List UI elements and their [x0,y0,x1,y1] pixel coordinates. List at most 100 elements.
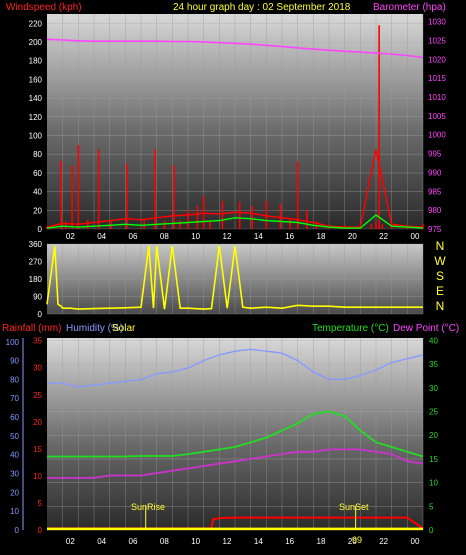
tick-label: 80 [33,150,42,159]
tick-label: 140 [29,94,43,103]
windspeed-axis-title: Windspeed (kph) [6,2,82,13]
x-tick-label: 10 [191,537,200,546]
direction-tick-labels: 0 90 180 270 360 [29,240,43,319]
wind-x-tick-labels: 02 04 06 08 10 12 14 16 18 20 22 00 [66,232,420,241]
direction-panel-grid [47,243,424,315]
tick-label: 1030 [428,18,446,27]
x-tick-label: 00 [411,232,420,241]
compass-letter: E [436,284,444,298]
tick-label: 0 [15,526,20,535]
tick-label: 40 [33,188,42,197]
x-tick-label: 20 [348,232,357,241]
dewpoint-line [47,448,424,479]
x-tick-label: 18 [317,232,326,241]
humidity-line [47,348,424,388]
sunset-mark-label: 99 [352,535,362,545]
tick-label: 20 [33,206,42,215]
rainfall-line [47,516,424,530]
x-tick-label: 00 [411,537,420,546]
compass-letter: N [436,239,445,253]
x-tick-label: 12 [223,232,232,241]
tick-label: 80 [10,375,19,384]
tick-label: 200 [29,38,43,47]
barometer-axis-title: Barometer (hpa) [373,2,446,13]
temperature-line [47,410,424,458]
tick-label: 10 [33,472,42,481]
tick-label: 180 [29,57,43,66]
tick-label: 990 [428,168,442,177]
tick-label: 15 [429,455,438,464]
tick-label: 100 [29,132,43,141]
tick-label: 40 [10,451,19,460]
humidity-axis-title: Humidity (%) [66,323,123,334]
tick-label: 220 [29,19,43,28]
tick-label: 1005 [428,112,446,121]
dewpoint-axis-title: Dew Point (°C) [393,323,459,334]
barometer-tick-labels: 975 980 985 990 995 1000 1005 1010 1015 1020 1025 1… [428,18,446,234]
tick-label: 985 [428,187,442,196]
tick-label: 90 [10,357,19,366]
x-tick-label: 20 [348,537,357,546]
tick-label: 25 [33,391,42,400]
solar-axis-title: Solar [112,323,136,334]
x-tick-label: 14 [254,537,263,546]
tick-label: 25 [429,407,438,416]
x-tick-label: 06 [129,232,138,241]
tick-label: 975 [428,225,442,234]
tick-label: 60 [33,169,42,178]
tick-label: 90 [33,293,42,302]
sunrise-label: SunRise [131,502,165,512]
tick-label: 100 [6,338,20,347]
temperature-tick-labels: 0 5 10 15 20 25 30 35 40 [429,336,438,535]
tick-label: 0 [38,526,43,535]
climate-series [47,348,424,531]
x-tick-label: 22 [379,537,388,546]
tick-label: 20 [33,418,42,427]
graph-title: 24 hour graph day : 02 September 2018 [173,2,351,13]
climate-panel-grid [22,338,424,531]
windspeed-line [46,149,424,228]
tick-label: 120 [29,113,43,122]
rainfall-axis-title: Rainfall (mm) [2,323,61,334]
tick-label: 360 [29,240,43,249]
tick-label: 160 [29,75,43,84]
tick-label: 995 [428,150,442,159]
tick-label: 1025 [428,36,446,45]
tick-label: 0 [429,526,434,535]
tick-label: 5 [38,499,43,508]
tick-label: 10 [10,507,19,516]
x-tick-label: 10 [191,232,200,241]
tick-label: 30 [33,364,42,373]
tick-label: 30 [10,470,19,479]
x-tick-label: 18 [317,537,326,546]
x-tick-label: 06 [129,537,138,546]
tick-label: 1000 [428,131,446,140]
tick-label: 30 [429,384,438,393]
x-tick-label: 16 [285,232,294,241]
barometer-line [46,38,424,59]
tick-label: 180 [29,275,43,284]
compass-letter: W [434,254,446,268]
tick-label: 1020 [428,55,446,64]
tick-label: 50 [10,432,19,441]
x-tick-label: 22 [379,232,388,241]
wind-panel-grid [47,14,424,230]
x-tick-label: 16 [285,537,294,546]
climate-x-tick-labels: 02 04 06 08 10 12 14 16 18 20 22 00 [66,537,420,546]
tick-label: 5 [429,502,434,511]
rainfall-tick-labels: 0 5 10 15 20 25 30 35 [33,337,42,535]
direction-line [46,245,423,310]
x-tick-label: 08 [160,232,169,241]
x-tick-label: 12 [223,537,232,546]
compass-letter: S [436,269,444,283]
tick-label: 270 [29,258,43,267]
humidity-tick-labels: 0 10 20 30 40 50 60 70 80 90 100 [6,338,20,535]
x-tick-label: 14 [254,232,263,241]
tick-label: 40 [429,336,438,345]
sunset-label: SunSet [339,502,369,512]
tick-label: 60 [10,413,19,422]
tick-label: 1015 [428,74,446,83]
wind-average-line [46,214,424,229]
